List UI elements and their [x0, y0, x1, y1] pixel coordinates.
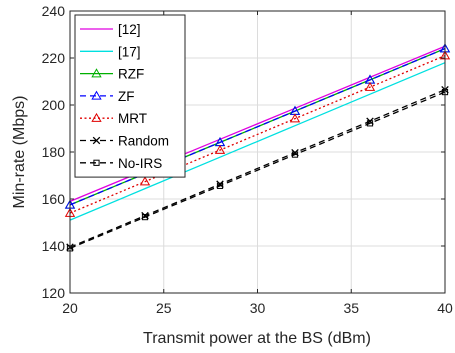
- legend-marker: [92, 136, 101, 145]
- x-tick-label: 25: [156, 300, 172, 316]
- data-point: [366, 120, 374, 127]
- x-tick-label: 35: [343, 300, 359, 316]
- x-tick-label: 40: [437, 300, 453, 316]
- legend-label: No-IRS: [118, 156, 162, 171]
- y-axis-label: Min-rate (Mbps): [11, 96, 28, 209]
- x-tick-label: 20: [62, 300, 78, 316]
- legend-marker: [91, 68, 102, 78]
- data-point: [291, 151, 299, 158]
- series-line: [69, 48, 446, 206]
- legend-label: Random: [118, 134, 169, 149]
- data-point: [139, 176, 151, 186]
- data-point: [214, 144, 226, 154]
- y-tick-label: 120: [42, 285, 66, 301]
- data-point: [289, 113, 301, 123]
- series-line: [69, 89, 446, 248]
- legend-label: ZF: [118, 89, 135, 104]
- y-tick-label: 160: [42, 191, 66, 207]
- legend-label: [12]: [118, 22, 141, 37]
- data-point: [216, 182, 224, 189]
- x-axis-label: Transmit power at the BS (dBm): [143, 330, 371, 347]
- y-tick-label: 140: [42, 238, 66, 254]
- legend-box: [74, 14, 186, 178]
- legend-marker: [91, 90, 102, 100]
- series-line: [69, 55, 446, 214]
- legend-label: RZF: [118, 67, 144, 82]
- legend-label: [17]: [118, 44, 141, 59]
- y-tick-label: 240: [42, 3, 66, 19]
- legend-marker: [93, 159, 100, 166]
- data-point: [364, 81, 376, 91]
- y-tick-label: 220: [42, 50, 66, 66]
- x-tick-label: 30: [250, 300, 266, 316]
- y-tick-label: 180: [42, 144, 66, 160]
- legend-label: MRT: [118, 111, 147, 126]
- legend-marker: [91, 112, 102, 122]
- legend: [12] [17] RZF ZF MRT Random No-IRS: [74, 14, 186, 178]
- series-line: [69, 62, 446, 221]
- y-tick-label: 200: [42, 97, 66, 113]
- series-line: [69, 91, 446, 249]
- data-point: [141, 213, 149, 221]
- axis-ticks: 20 25 30 35 40 120 140 160 180 200 220 240: [42, 3, 453, 316]
